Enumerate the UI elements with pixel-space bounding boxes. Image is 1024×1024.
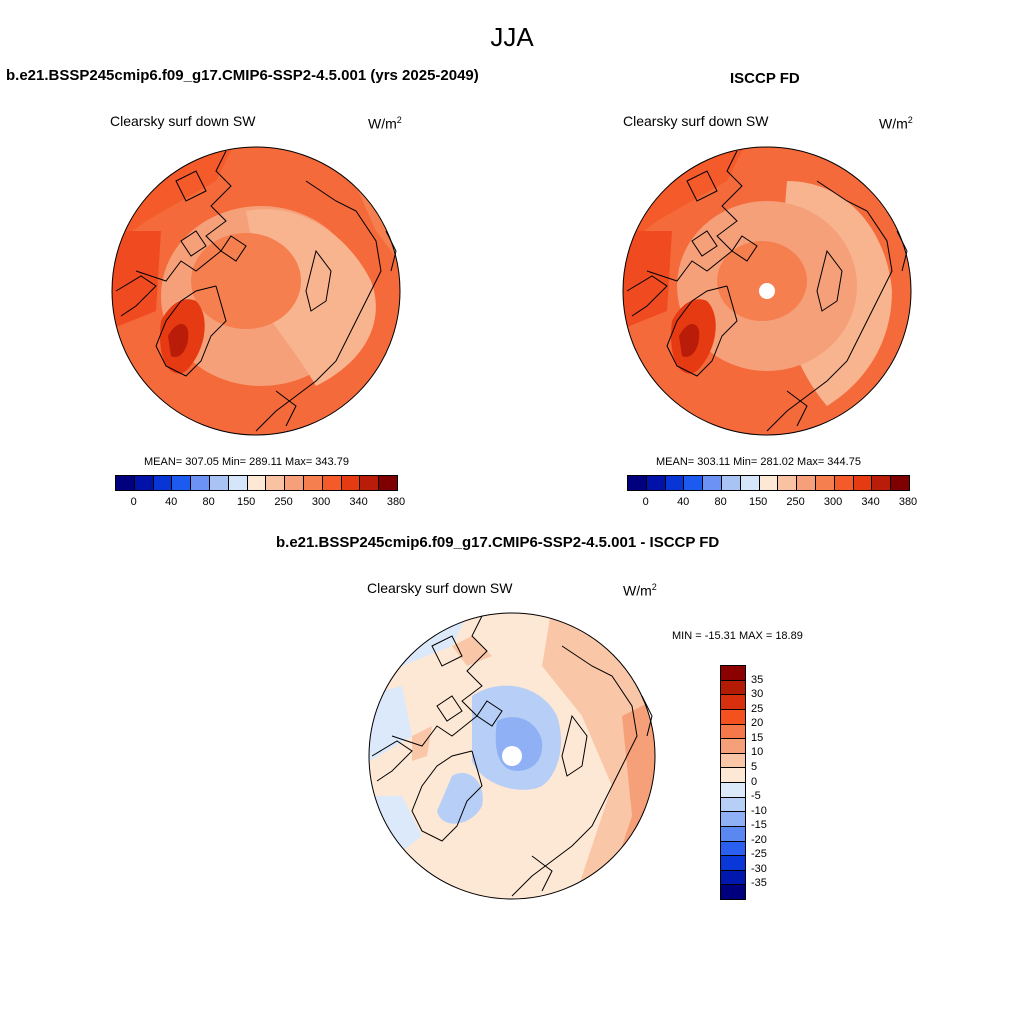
colorbar-swatch [172, 476, 192, 490]
colorbar-swatch [665, 476, 685, 490]
colorbar-swatch [247, 476, 267, 490]
colorbar-tick-label: 40 [165, 496, 178, 508]
colorbar-tick-label: 340 [861, 496, 880, 508]
colorbar-swatch [721, 753, 745, 769]
colorbar-swatch [721, 812, 745, 827]
diff-panel-title: b.e21.BSSP245cmip6.f09_g17.CMIP6-SSP2-4.… [276, 534, 720, 551]
diff-variable-label: Clearsky surf down SW [367, 580, 513, 596]
colorbar-tick-label: 380 [898, 496, 918, 508]
colorbar-swatch [778, 476, 798, 490]
colorbar-swatch [759, 476, 779, 490]
colorbar-tick-label: 250 [786, 496, 805, 508]
colorbar-swatch [322, 476, 342, 490]
colorbar-swatch [797, 476, 816, 490]
colorbar-swatch [191, 476, 210, 490]
colorbar-tick-label: 80 [714, 496, 727, 508]
colorbar-swatch [721, 885, 745, 899]
colorbar-tick-label: -10 [751, 804, 767, 817]
colorbar-swatch [360, 476, 380, 490]
left-variable-label: Clearsky surf down SW [110, 113, 256, 129]
right-panel-title: ISCCP FD [730, 70, 800, 87]
colorbar-tick-label: -20 [751, 833, 767, 846]
right-polar-map [622, 146, 912, 436]
colorbar-tick-label: 300 [823, 496, 843, 508]
colorbar-tick-label: 250 [274, 496, 293, 508]
colorbar-swatch [721, 768, 745, 783]
colorbar-swatch [721, 797, 745, 813]
colorbar-tick-label: -25 [751, 848, 767, 861]
colorbar-tick-label: 10 [751, 746, 764, 759]
colorbar-tick-label: 340 [349, 496, 368, 508]
colorbar-tick-label: 0 [130, 496, 137, 508]
colorbar-swatch [721, 826, 745, 842]
colorbar-swatch [379, 476, 397, 490]
colorbar-swatch [872, 476, 892, 490]
figure-title: JJA [490, 22, 534, 52]
colorbar-tick-label: -15 [751, 819, 767, 832]
colorbar-swatch [721, 695, 745, 710]
colorbar-swatch [209, 476, 229, 490]
colorbar-swatch [228, 476, 248, 490]
colorbar-tick-label: -30 [751, 862, 767, 875]
colorbar-swatch [303, 476, 323, 490]
colorbar-tick-label: 40 [677, 496, 690, 508]
colorbar-tick-label: 0 [751, 775, 758, 788]
colorbar-swatch [721, 856, 745, 871]
colorbar-tick-label: 35 [751, 673, 764, 686]
colorbar-swatch [721, 783, 745, 798]
colorbar-swatch [721, 841, 745, 857]
colorbar-tick-label: 300 [311, 496, 331, 508]
colorbar-tick-label: -5 [751, 790, 761, 803]
colorbar-swatch [740, 476, 760, 490]
left-polar-map [111, 146, 401, 436]
colorbar-swatch [721, 709, 745, 725]
colorbar-tick-label: 380 [386, 496, 406, 508]
colorbar-swatch [285, 476, 304, 490]
colorbar-tick-label: 80 [202, 496, 215, 508]
left-stats: MEAN= 307.05 Min= 289.11 Max= 343.79 [144, 456, 349, 468]
diff-unit-label: W/m2 [623, 582, 657, 599]
colorbar-swatch [721, 476, 741, 490]
colorbar-swatch [266, 476, 286, 490]
colorbar-swatch [703, 476, 722, 490]
diff-polar-map [368, 612, 656, 900]
left-panel-title: b.e21.BSSP245cmip6.f09_g17.CMIP6-SSP2-4.… [6, 67, 479, 84]
diff-colorbar [720, 665, 746, 900]
right-stats: MEAN= 303.11 Min= 281.02 Max= 344.75 [656, 456, 861, 468]
colorbar-swatch [721, 739, 745, 754]
colorbar-tick-label: 0 [642, 496, 649, 508]
colorbar-swatch [684, 476, 704, 490]
colorbar-tick-label: 30 [751, 688, 764, 701]
colorbar-tick-label: 25 [751, 702, 764, 715]
colorbar-swatch [721, 680, 745, 696]
colorbar-swatch [646, 476, 666, 490]
colorbar-swatch [134, 476, 154, 490]
colorbar-swatch [721, 870, 745, 886]
colorbar-swatch [815, 476, 835, 490]
colorbar-swatch [153, 476, 173, 490]
colorbar-swatch [116, 476, 135, 490]
colorbar-tick-label: 15 [751, 731, 764, 744]
colorbar-tick-label: -35 [751, 877, 767, 890]
colorbar-swatch [341, 476, 361, 490]
colorbar-swatch [721, 666, 745, 681]
right-colorbar [627, 475, 910, 491]
left-colorbar [115, 475, 398, 491]
right-unit-label: W/m2 [879, 115, 913, 132]
colorbar-tick-label: 150 [236, 496, 256, 508]
colorbar-tick-label: 20 [751, 717, 764, 730]
diff-stats: MIN = -15.31 MAX = 18.89 [672, 630, 803, 642]
colorbar-tick-label: 5 [751, 760, 758, 773]
colorbar-swatch [834, 476, 854, 490]
right-variable-label: Clearsky surf down SW [623, 113, 769, 129]
colorbar-swatch [628, 476, 647, 490]
left-unit-label: W/m2 [368, 115, 402, 132]
colorbar-swatch [853, 476, 873, 490]
colorbar-swatch [721, 724, 745, 740]
colorbar-tick-label: 150 [748, 496, 768, 508]
colorbar-swatch [891, 476, 909, 490]
